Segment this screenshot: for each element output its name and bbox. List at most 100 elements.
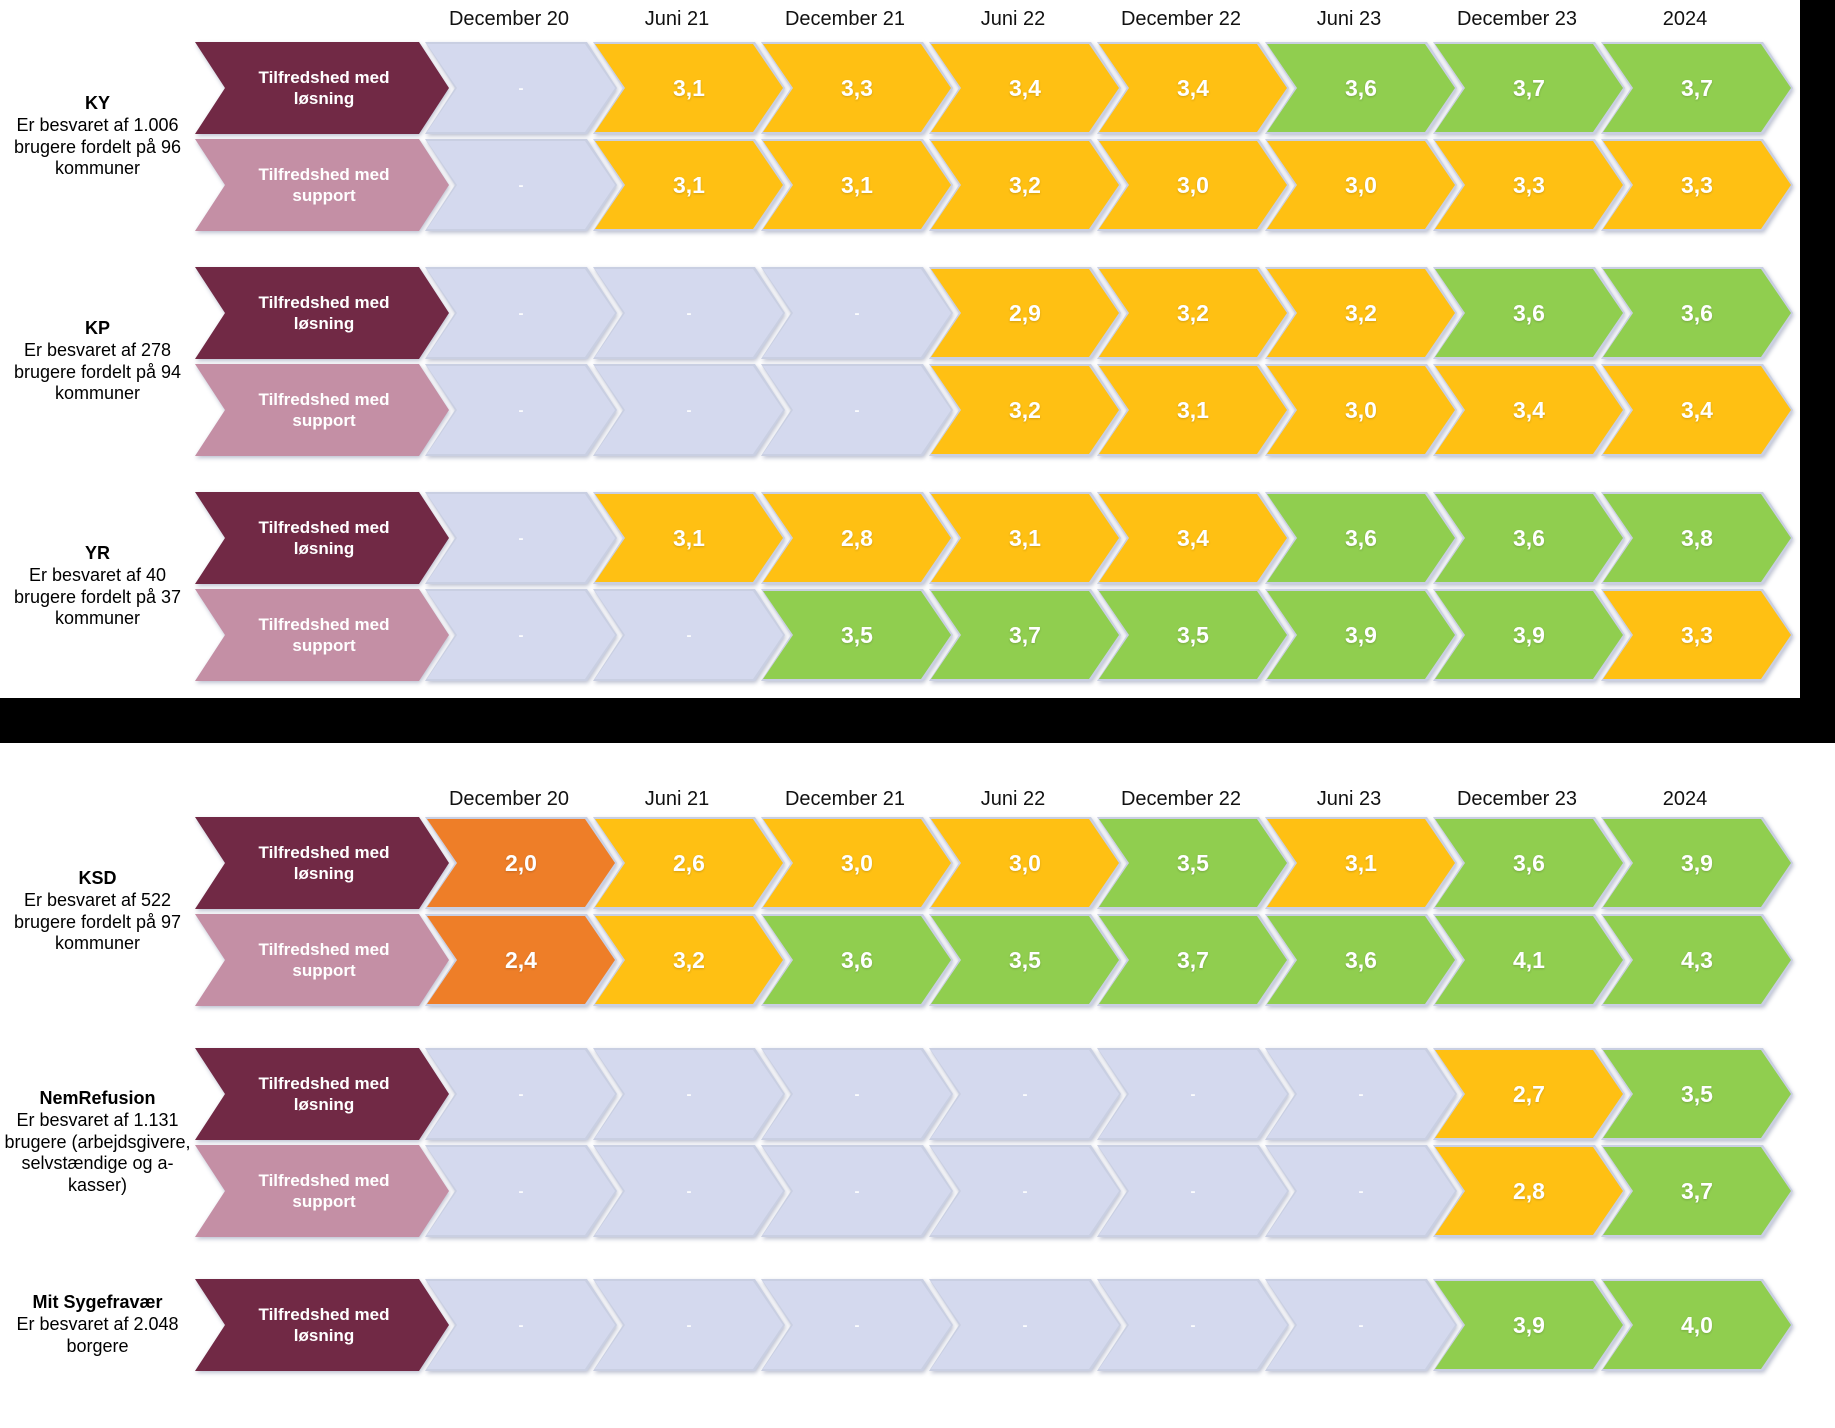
support-label-arrow: Tilfredshed med support <box>195 139 449 231</box>
arrow-fill <box>1099 819 1287 907</box>
solution-label-arrow: Tilfredshed med løsning <box>195 42 449 134</box>
support-label-arrow-value: Tilfredshed med support <box>258 614 390 655</box>
arrow-fill <box>595 494 783 582</box>
program-title: KSD <box>78 867 117 888</box>
score-cell: 3,0 <box>1097 139 1289 231</box>
column-header: Juni 22 <box>980 8 1046 30</box>
arrow-fill <box>195 817 449 909</box>
arrow-fill <box>595 819 783 907</box>
score-cell: 3,0 <box>761 817 953 909</box>
score-cell-value: 3,7 <box>1177 946 1209 973</box>
score-cell-value: 3,5 <box>1177 849 1209 876</box>
arrow-fill <box>1603 916 1791 1004</box>
arrow-fill <box>763 819 951 907</box>
arrow-fill <box>931 1281 1119 1369</box>
score-cell-value: - <box>1358 1182 1364 1200</box>
score-cell: 3,1 <box>593 42 785 134</box>
score-cell-value: 2,0 <box>505 849 537 876</box>
score-cell: 3,1 <box>593 139 785 231</box>
score-cell-value: 3,6 <box>1681 299 1713 326</box>
program-label: KY Er besvaret af 1.006 brugere fordelt p… <box>0 42 195 231</box>
score-cell-value: 3,9 <box>1513 1311 1545 1338</box>
score-cell-value: - <box>518 1085 524 1103</box>
arrow-fill <box>427 916 615 1004</box>
score-cell: - <box>425 1279 617 1371</box>
score-cell: - <box>593 1279 785 1371</box>
arrow-fill <box>1603 494 1791 582</box>
arrow-fill <box>1267 366 1455 454</box>
score-cell: - <box>761 267 953 359</box>
score-row-solution: Tilfredshed med løsning - - - 2,9 3,2 3,2 3,6 3,… <box>195 267 1793 359</box>
score-cell: 3,4 <box>1433 364 1625 456</box>
arrow-fill <box>195 1048 449 1140</box>
score-cell: 3,9 <box>1601 817 1793 909</box>
score-cell: - <box>425 492 617 584</box>
arrow-fill <box>1435 916 1623 1004</box>
score-row-solution: Tilfredshed med løsning - - - - - - 2,7 3,5 <box>195 1048 1793 1140</box>
score-cell-value: 3,6 <box>841 946 873 973</box>
score-cell: 3,5 <box>1097 589 1289 681</box>
column-header: December 23 <box>1456 8 1578 30</box>
support-label-arrow-value: Tilfredshed med support <box>258 939 390 980</box>
score-cell: 3,4 <box>1097 42 1289 134</box>
score-cell-value: 3,3 <box>1681 621 1713 648</box>
score-cell: - <box>593 1145 785 1237</box>
score-cell: 3,6 <box>1433 492 1625 584</box>
score-cell-value: - <box>854 401 860 419</box>
arrow-fill <box>1435 819 1623 907</box>
score-cell-value: 3,1 <box>673 524 705 551</box>
arrow-fill <box>1099 591 1287 679</box>
arrow-fill <box>1603 44 1791 132</box>
arrow-fill <box>1603 141 1791 229</box>
score-cell-value: 3,0 <box>841 849 873 876</box>
arrow-fill <box>1099 366 1287 454</box>
separator-band <box>0 698 1835 743</box>
arrow-fill <box>763 366 951 454</box>
score-cell: - <box>1097 1048 1289 1140</box>
arrow-fill <box>427 819 615 907</box>
score-cell: 3,7 <box>929 589 1121 681</box>
score-cell: - <box>425 1145 617 1237</box>
score-cell: 3,8 <box>1601 492 1793 584</box>
score-cell: - <box>425 139 617 231</box>
solution-label-arrow: Tilfredshed med løsning <box>195 267 449 359</box>
score-cell-value: - <box>518 304 524 322</box>
arrow-fill <box>1603 1050 1791 1138</box>
arrow-fill <box>1435 591 1623 679</box>
score-cell-value: 3,9 <box>1345 621 1377 648</box>
arrow-fill <box>1267 819 1455 907</box>
arrow-fill <box>763 494 951 582</box>
score-cell: 3,9 <box>1433 1279 1625 1371</box>
score-cell: 3,7 <box>1433 42 1625 134</box>
arrow-fill <box>1267 269 1455 357</box>
support-label-arrow: Tilfredshed med support <box>195 589 449 681</box>
support-label-arrow-value: Tilfredshed med support <box>258 389 390 430</box>
score-cell: 3,2 <box>929 364 1121 456</box>
score-row-support: Tilfredshed med support - - 3,5 3,7 3,5 3,9 3,9… <box>195 589 1793 681</box>
score-cell-value: 3,5 <box>1009 946 1041 973</box>
score-cell: 4,3 <box>1601 914 1793 1006</box>
score-cell: 3,0 <box>1265 139 1457 231</box>
arrow-fill <box>1099 916 1287 1004</box>
score-cell-value: 3,4 <box>1681 396 1713 423</box>
score-cell-value: - <box>518 626 524 644</box>
column-header: Juni 21 <box>644 8 710 30</box>
score-cell-value: 3,1 <box>1345 849 1377 876</box>
arrow-fill <box>195 42 449 134</box>
arrow-fill <box>1267 44 1455 132</box>
program-group-mit-sygefrav-r: Mit Sygefravær Er besvaret af 2.048 borge… <box>0 1279 1835 1371</box>
score-cell-value: 3,2 <box>1177 299 1209 326</box>
score-cell: 3,1 <box>929 492 1121 584</box>
score-cell: - <box>761 364 953 456</box>
program-label: KP Er besvaret af 278 brugere fordelt på … <box>0 267 195 456</box>
arrow-fill <box>763 44 951 132</box>
score-cell-value: 3,1 <box>673 171 705 198</box>
arrow-fill <box>1099 1147 1287 1235</box>
arrow-fill <box>763 269 951 357</box>
program-group-yr: YR Er besvaret af 40 brugere fordelt på 3… <box>0 492 1800 681</box>
arrow-fill <box>195 364 449 456</box>
score-cell: - <box>761 1279 953 1371</box>
score-cell: 3,6 <box>1265 42 1457 134</box>
score-cell: 3,1 <box>761 139 953 231</box>
score-row-solution: Tilfredshed med løsning - 3,1 2,8 3,1 3,4 3,6 3… <box>195 492 1793 584</box>
